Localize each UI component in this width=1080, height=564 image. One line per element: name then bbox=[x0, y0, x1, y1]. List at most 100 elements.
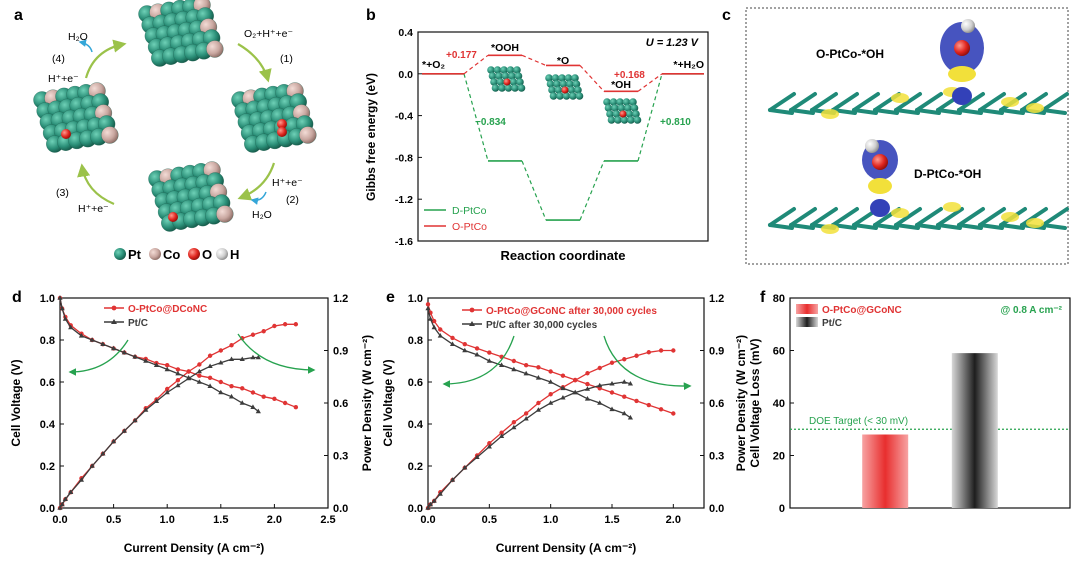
c-charge-lobe bbox=[891, 208, 909, 218]
pt-atom bbox=[629, 98, 637, 106]
step3-species: H⁺+e⁻ bbox=[78, 203, 109, 215]
b-category-label: *+H₂O bbox=[673, 59, 704, 71]
power-point bbox=[143, 407, 149, 412]
voltage-point bbox=[499, 362, 505, 367]
power-point bbox=[646, 350, 651, 355]
x-tick-label: 2.0 bbox=[267, 514, 282, 526]
voltage-point bbox=[207, 383, 213, 388]
pt-atom bbox=[616, 98, 624, 106]
panel-f: f 0 20 40 60 80 Cell Voltage Loss (mV) O-PtC… bbox=[748, 289, 1071, 515]
voltage-point bbox=[218, 379, 223, 385]
c-bond bbox=[768, 207, 796, 227]
voltage-point bbox=[536, 365, 541, 370]
power-point bbox=[197, 362, 202, 367]
pt-atom bbox=[625, 110, 634, 118]
power-point bbox=[207, 363, 213, 369]
power-point bbox=[658, 348, 664, 353]
power-line bbox=[59, 356, 259, 509]
f-legend: O-PtCo@GCoNC Pt/C bbox=[796, 304, 902, 329]
step2-number: (2) bbox=[286, 194, 299, 206]
b-annot-0834: −0.834 bbox=[475, 117, 506, 128]
d-series bbox=[57, 295, 299, 511]
power-point bbox=[261, 329, 266, 334]
pt-atom bbox=[501, 72, 510, 80]
co-atom bbox=[206, 40, 224, 58]
b-connector bbox=[521, 54, 547, 66]
c-slab bbox=[768, 202, 1069, 234]
f-ytick-label: 20 bbox=[773, 451, 785, 463]
power-point bbox=[560, 394, 566, 400]
voltage-point bbox=[474, 346, 480, 351]
b-category-label: *+O₂ bbox=[422, 59, 445, 71]
b-plot-frame bbox=[417, 31, 709, 242]
voltage-point bbox=[548, 379, 554, 384]
voltage-point bbox=[646, 402, 651, 408]
power-point bbox=[186, 375, 192, 381]
b-structure-inset bbox=[487, 66, 526, 92]
b-legend-dptco: D-PtCo bbox=[452, 205, 487, 217]
e-legend-marker-black bbox=[469, 321, 475, 326]
c-charge-lobe bbox=[1026, 103, 1044, 113]
c-bond bbox=[873, 223, 899, 230]
d-legend-marker-red bbox=[111, 305, 117, 311]
c-bond bbox=[936, 207, 964, 227]
pt-atom bbox=[571, 74, 579, 82]
f-bars bbox=[862, 353, 998, 508]
voltage-point bbox=[62, 316, 68, 321]
e-ylabel: Cell Voltage (V) bbox=[381, 359, 395, 446]
d-legend: O-PtCo@DCoNC Pt/C bbox=[104, 304, 207, 329]
o-atom bbox=[277, 119, 287, 129]
pt-atom bbox=[500, 66, 508, 74]
d-legend-marker-black bbox=[111, 319, 117, 324]
c-bond bbox=[915, 223, 941, 230]
pt-atom bbox=[604, 104, 613, 112]
d-legend-red: O-PtCo@DCoNC bbox=[128, 304, 207, 315]
voltage-point bbox=[165, 363, 170, 368]
voltage-point bbox=[228, 393, 235, 399]
b-connector bbox=[463, 54, 489, 75]
voltage-point bbox=[218, 389, 224, 395]
voltage-point bbox=[293, 405, 299, 410]
e-legend-marker-red bbox=[469, 307, 475, 313]
d-legend-black: Pt/C bbox=[128, 318, 148, 329]
pt-atom bbox=[517, 84, 526, 92]
b-category-label: *OH bbox=[611, 79, 631, 91]
y-tick-label: 0.4 bbox=[40, 419, 56, 431]
power-point bbox=[250, 354, 256, 360]
power-point bbox=[548, 400, 554, 405]
f-legend-red: O-PtCo@GCoNC bbox=[822, 305, 902, 316]
voltage-point bbox=[474, 351, 480, 357]
voltage-point bbox=[584, 396, 591, 401]
voltage-point bbox=[59, 305, 65, 311]
c-bond bbox=[894, 207, 922, 227]
voltage-point bbox=[68, 324, 74, 330]
c-bond bbox=[1041, 92, 1069, 112]
pt-atom bbox=[548, 86, 556, 94]
f-bar-ptc bbox=[951, 353, 998, 508]
y-tick-label: 0.6 bbox=[40, 377, 55, 389]
f-ytick-label: 60 bbox=[773, 346, 785, 358]
c-bond bbox=[894, 223, 920, 230]
voltage-point bbox=[511, 366, 517, 372]
power-point bbox=[62, 496, 68, 502]
pt-atom bbox=[603, 98, 611, 106]
panel-d: d 0.0 0.5 1.0 1.5 2.0 2.50.00.20.40.60.81.00.… bbox=[9, 289, 374, 555]
voltage-point bbox=[523, 363, 529, 368]
f-ytick-label: 40 bbox=[773, 398, 785, 410]
pt-atom bbox=[562, 92, 571, 100]
pt-atom bbox=[617, 104, 626, 112]
voltage-point bbox=[425, 305, 431, 311]
pt-atom bbox=[569, 92, 577, 100]
f-plot-frame bbox=[789, 297, 1071, 509]
voltage-point bbox=[164, 366, 170, 372]
voltage-point bbox=[486, 358, 492, 363]
e-series bbox=[425, 302, 676, 511]
cycle-arrow-4 bbox=[84, 39, 127, 79]
pt-atom bbox=[614, 116, 622, 124]
voltage-point bbox=[560, 385, 566, 391]
b-connector bbox=[463, 73, 489, 162]
power-point bbox=[218, 359, 224, 365]
power-point bbox=[622, 357, 627, 362]
y-tick-label: 0.8 bbox=[408, 335, 423, 347]
o-atom bbox=[61, 129, 71, 139]
